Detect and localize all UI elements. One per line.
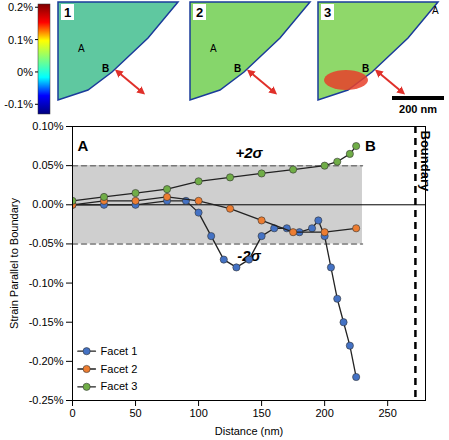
svg-text:-0.25%: -0.25%: [29, 394, 64, 406]
svg-text:200: 200: [315, 407, 333, 419]
svg-text:Distance (nm): Distance (nm): [215, 425, 283, 437]
svg-text:0.1%: 0.1%: [8, 34, 33, 46]
svg-text:Facet 2: Facet 2: [101, 363, 138, 375]
svg-text:A: A: [78, 43, 85, 54]
svg-text:0: 0: [69, 407, 75, 419]
svg-text:B: B: [362, 63, 369, 74]
svg-text:-0.1%: -0.1%: [4, 98, 33, 110]
svg-text:-2σ: -2σ: [237, 247, 261, 264]
svg-text:A: A: [432, 5, 439, 16]
svg-text:200 nm: 200 nm: [399, 103, 437, 115]
svg-text:-0.10%: -0.10%: [29, 277, 64, 289]
svg-text:0%: 0%: [17, 66, 33, 78]
svg-text:1: 1: [64, 5, 71, 20]
svg-text:-0.15%: -0.15%: [29, 316, 64, 328]
svg-text:0.10%: 0.10%: [32, 120, 63, 132]
svg-text:2: 2: [196, 5, 203, 20]
svg-text:100: 100: [189, 407, 207, 419]
svg-text:Strain Parallel to Boundary: Strain Parallel to Boundary: [8, 198, 20, 329]
svg-text:B: B: [102, 63, 109, 74]
svg-text:50: 50: [129, 407, 141, 419]
svg-text:A: A: [78, 137, 89, 154]
svg-text:B: B: [234, 63, 241, 74]
svg-text:0.05%: 0.05%: [32, 159, 63, 171]
svg-text:3: 3: [324, 5, 331, 20]
svg-text:250: 250: [378, 407, 396, 419]
svg-text:150: 150: [252, 407, 270, 419]
svg-text:B: B: [365, 137, 376, 154]
svg-text:A: A: [210, 43, 217, 54]
svg-text:Facet 1: Facet 1: [101, 345, 138, 357]
svg-text:0.2%: 0.2%: [8, 1, 33, 13]
svg-text:+2σ: +2σ: [235, 144, 263, 161]
svg-text:0.00%: 0.00%: [32, 198, 63, 210]
svg-text:-0.05%: -0.05%: [29, 237, 64, 249]
svg-text:-0.20%: -0.20%: [29, 355, 64, 367]
svg-text:Facet 3: Facet 3: [101, 380, 138, 392]
svg-text:Boundary: Boundary: [418, 130, 434, 192]
